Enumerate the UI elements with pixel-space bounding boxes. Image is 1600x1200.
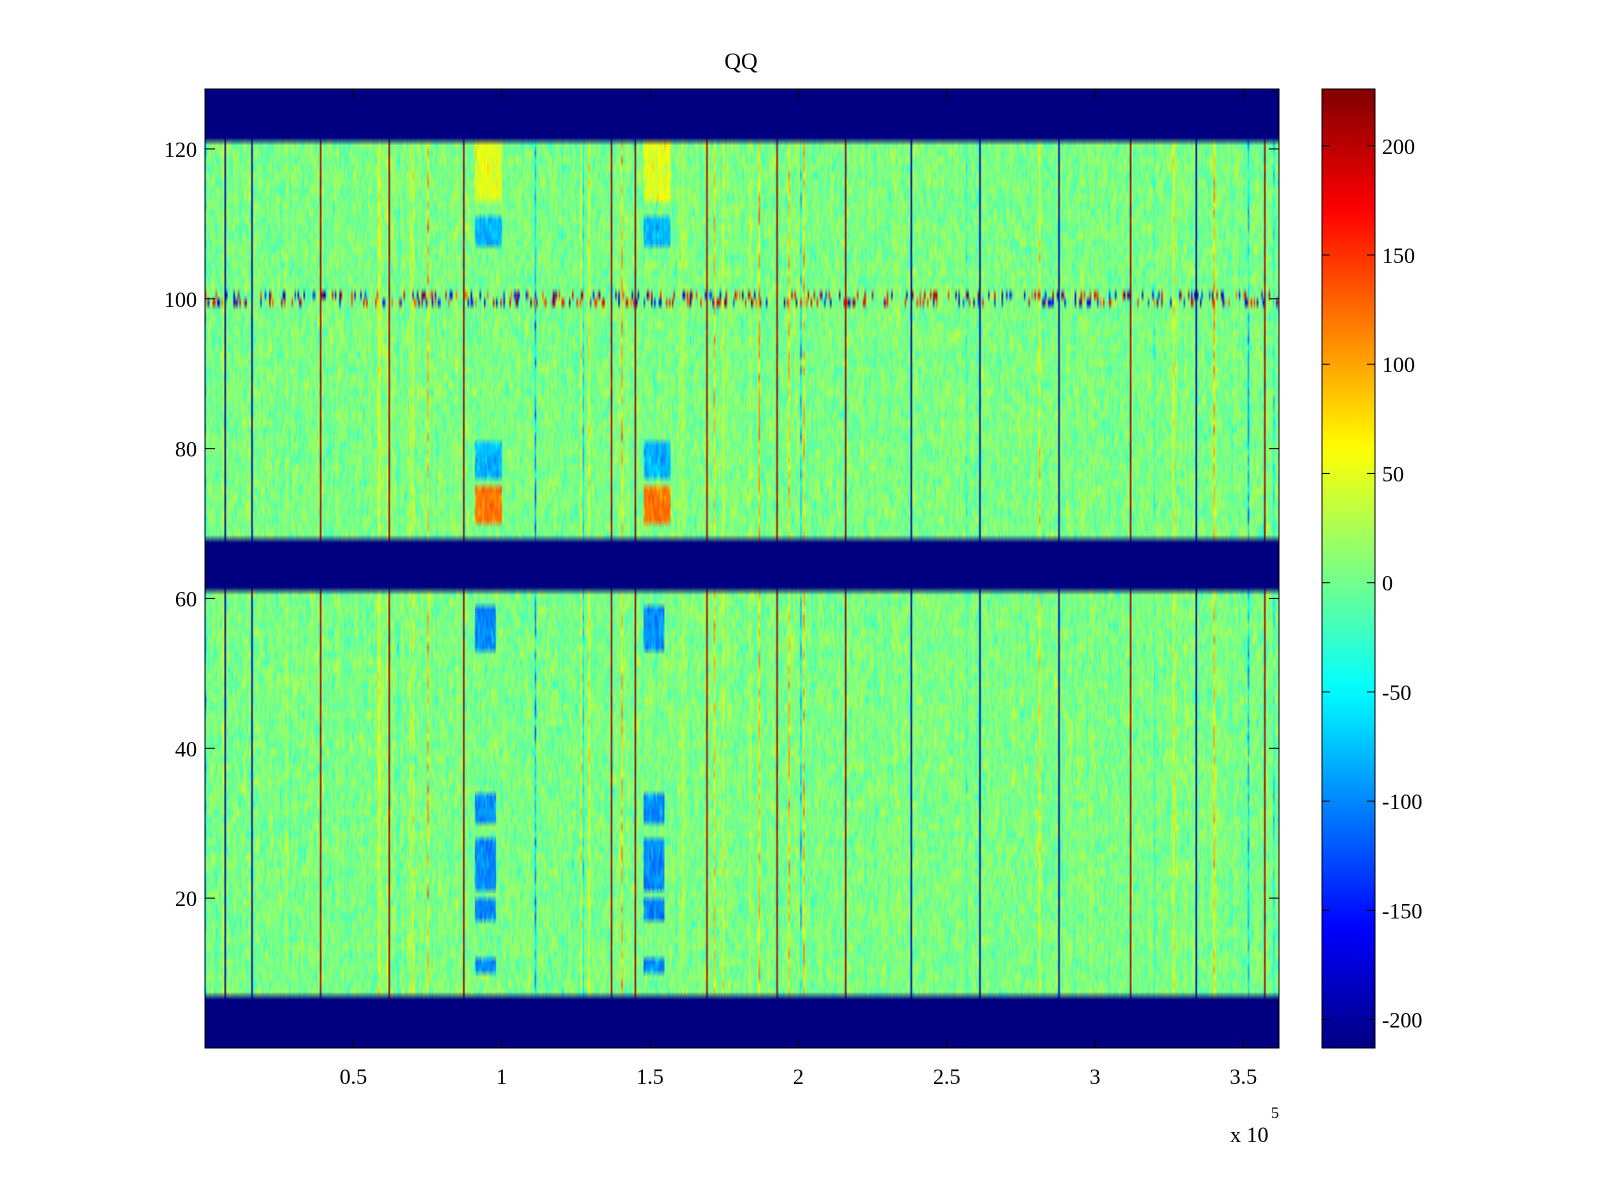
heatmap-area	[205, 89, 1279, 1048]
x-tick-label: 1	[496, 1064, 507, 1089]
x-tick-label: 2.5	[933, 1064, 961, 1089]
colorbar-tick-label: 200	[1382, 134, 1415, 159]
y-tick-label: 20	[175, 886, 197, 911]
colorbar-tick-label: -50	[1382, 680, 1411, 705]
x-tick-label: 2	[793, 1064, 804, 1089]
heatmap-image	[205, 89, 1279, 1048]
colorbar-tick-label: -150	[1382, 898, 1422, 923]
colorbar-tick-label: 100	[1382, 352, 1415, 377]
colorbar-gradient	[1322, 89, 1375, 1048]
x-axis-multiplier: x 10	[1230, 1122, 1269, 1147]
x-tick-label: 1.5	[636, 1064, 664, 1089]
colorbar-tick-label: -200	[1382, 1008, 1422, 1033]
y-tick-label: 120	[164, 137, 197, 162]
colorbar-tick-label: 50	[1382, 461, 1404, 486]
chart-title: QQ	[724, 49, 758, 74]
x-tick-label: 3.5	[1230, 1064, 1258, 1089]
x-tick-label: 3	[1090, 1064, 1101, 1089]
colorbar-tick-label: 150	[1382, 243, 1415, 268]
colorbar-tick-label: -100	[1382, 789, 1422, 814]
x-tick-label: 0.5	[340, 1064, 368, 1089]
colorbar-tick-label: 0	[1382, 571, 1393, 596]
y-tick-label: 60	[175, 586, 197, 611]
colorbar: 200 150 100 50 0 -50 -100 -150 -200	[1322, 89, 1422, 1048]
y-tick-label: 100	[164, 287, 197, 312]
x-axis-multiplier-exponent: 5	[1271, 1105, 1279, 1122]
y-tick-label: 80	[175, 437, 197, 462]
heatmap-figure: QQ 0.5 1 1.5 2 2.5 3 3.5 20 40 60 80 100 120 x 10 5…	[0, 0, 1600, 1200]
y-tick-label: 40	[175, 736, 197, 761]
